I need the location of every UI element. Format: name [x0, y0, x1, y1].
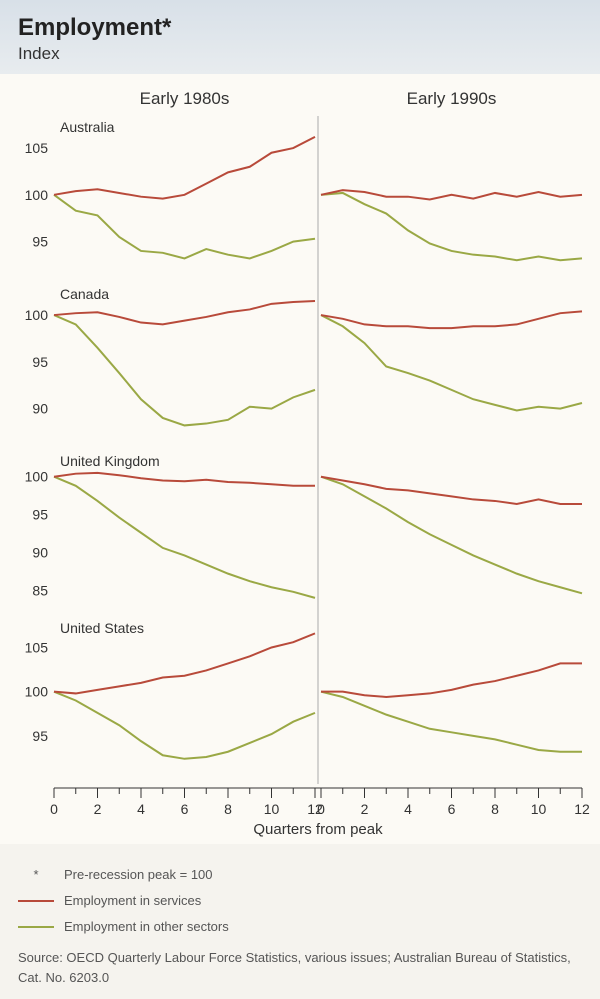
legend-item-services: Employment in services [18, 890, 582, 912]
svg-text:8: 8 [224, 801, 232, 817]
svg-text:100: 100 [25, 684, 49, 700]
svg-text:95: 95 [32, 354, 48, 370]
chart-title: Employment* [18, 14, 582, 42]
svg-text:100: 100 [25, 187, 49, 203]
legend-swatch-services [18, 900, 54, 902]
svg-text:Early 1990s: Early 1990s [407, 89, 497, 108]
svg-text:10: 10 [531, 801, 547, 817]
svg-text:10: 10 [264, 801, 280, 817]
svg-text:95: 95 [32, 728, 48, 744]
svg-text:6: 6 [181, 801, 189, 817]
svg-text:United Kingdom: United Kingdom [60, 453, 160, 469]
svg-text:0: 0 [50, 801, 58, 817]
footnote-symbol: * [18, 864, 54, 886]
chart-header: Employment* Index [0, 0, 600, 74]
svg-text:United States: United States [60, 620, 144, 636]
svg-text:2: 2 [94, 801, 102, 817]
svg-text:Australia: Australia [60, 119, 115, 135]
svg-text:90: 90 [32, 544, 48, 560]
svg-text:100: 100 [25, 469, 49, 485]
legend-label-other: Employment in other sectors [64, 916, 229, 938]
chart-subtitle: Index [18, 44, 582, 64]
legend-item-other: Employment in other sectors [18, 916, 582, 938]
svg-text:90: 90 [32, 401, 48, 417]
legend-swatch-other [18, 926, 54, 928]
svg-text:6: 6 [448, 801, 456, 817]
footnote-text: Pre-recession peak = 100 [64, 864, 213, 886]
svg-text:12: 12 [574, 801, 590, 817]
svg-text:85: 85 [32, 582, 48, 598]
source-text: Source: OECD Quarterly Labour Force Stat… [18, 948, 582, 987]
svg-text:105: 105 [25, 640, 49, 656]
chart-area: Early 1980sEarly 1990s95100105Australia9… [0, 74, 600, 844]
svg-text:4: 4 [137, 801, 145, 817]
chart-svg: Early 1980sEarly 1990s95100105Australia9… [0, 84, 600, 844]
svg-text:Canada: Canada [60, 286, 109, 302]
svg-text:95: 95 [32, 507, 48, 523]
svg-text:8: 8 [491, 801, 499, 817]
chart-footer: * Pre-recession peak = 100 Employment in… [0, 844, 600, 999]
svg-text:Early 1980s: Early 1980s [140, 89, 230, 108]
legend-label-services: Employment in services [64, 890, 201, 912]
svg-text:100: 100 [25, 307, 49, 323]
svg-text:105: 105 [25, 140, 49, 156]
footnote: * Pre-recession peak = 100 [18, 864, 582, 886]
svg-text:4: 4 [404, 801, 412, 817]
svg-text:2: 2 [361, 801, 369, 817]
svg-text:0: 0 [317, 801, 325, 817]
svg-text:Quarters from peak: Quarters from peak [253, 821, 383, 838]
svg-text:95: 95 [32, 234, 48, 250]
